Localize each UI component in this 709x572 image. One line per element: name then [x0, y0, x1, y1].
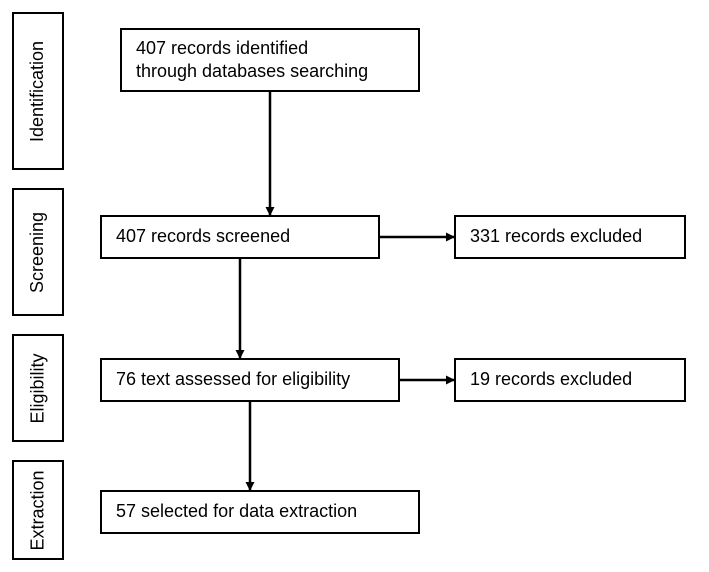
node-excluded1-text: 331 records excluded	[470, 225, 642, 248]
node-identified-text: 407 records identifiedthrough databases …	[136, 37, 368, 84]
stage-screening: Screening	[12, 188, 64, 316]
node-assessed: 76 text assessed for eligibility	[100, 358, 400, 402]
node-excluded2-text: 19 records excluded	[470, 368, 632, 391]
node-screened: 407 records screened	[100, 215, 380, 259]
stage-screening-label: Screening	[28, 211, 49, 292]
node-excluded1: 331 records excluded	[454, 215, 686, 259]
node-selected-text: 57 selected for data extraction	[116, 500, 357, 523]
stage-identification: Identification	[12, 12, 64, 170]
flowchart-canvas: Identification Screening Eligibility Ext…	[0, 0, 709, 572]
stage-extraction: Extraction	[12, 460, 64, 560]
stage-identification-label: Identification	[28, 40, 49, 141]
stage-eligibility-label: Eligibility	[28, 353, 49, 423]
node-assessed-text: 76 text assessed for eligibility	[116, 368, 350, 391]
node-excluded2: 19 records excluded	[454, 358, 686, 402]
node-selected: 57 selected for data extraction	[100, 490, 420, 534]
stage-eligibility: Eligibility	[12, 334, 64, 442]
node-screened-text: 407 records screened	[116, 225, 290, 248]
stage-extraction-label: Extraction	[28, 470, 49, 550]
node-identified: 407 records identifiedthrough databases …	[120, 28, 420, 92]
